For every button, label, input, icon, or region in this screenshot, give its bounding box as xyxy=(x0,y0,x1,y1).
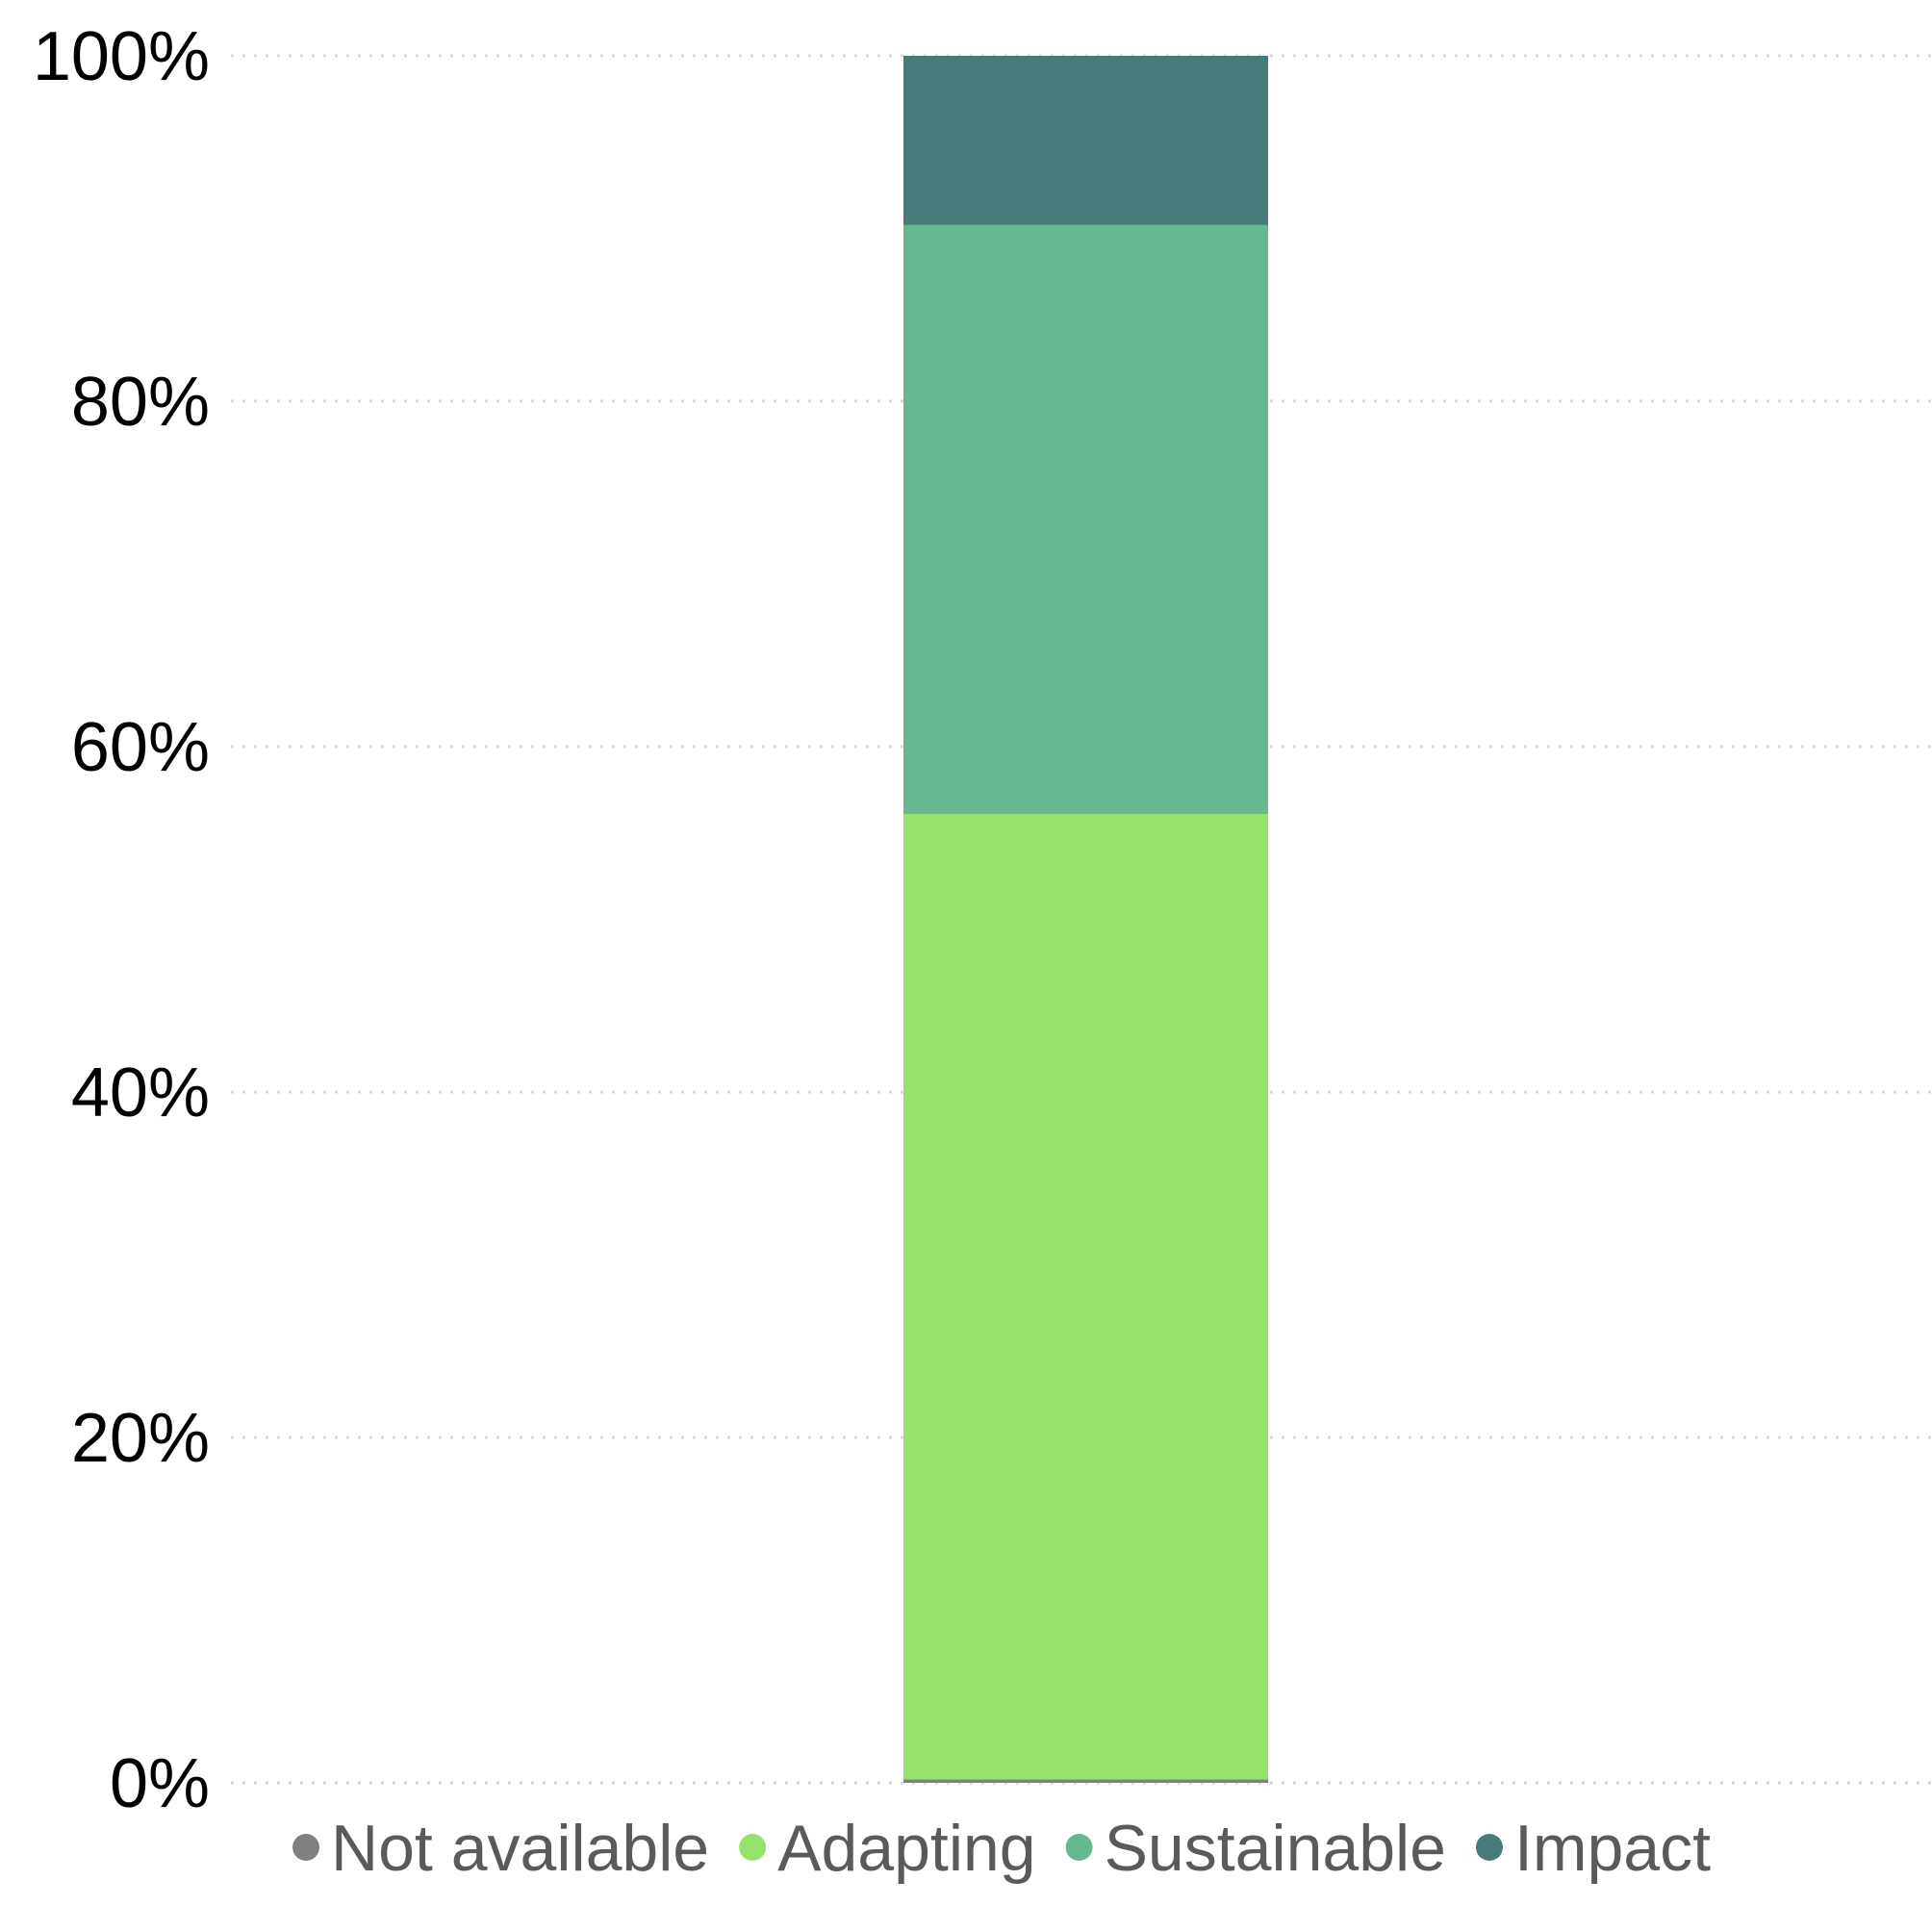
y-tick-label: 40% xyxy=(71,1055,210,1131)
bar-segments xyxy=(903,56,1268,1783)
legend-marker-not-available xyxy=(292,1834,319,1861)
y-tick-label: 0% xyxy=(110,1745,210,1822)
y-tick-label: 80% xyxy=(71,364,210,441)
legend-marker-sustainable xyxy=(1065,1834,1093,1861)
y-tick-label: 100% xyxy=(33,18,210,95)
legend-label-sustainable: Sustainable xyxy=(1105,1812,1446,1885)
legend-label-impact: Impact xyxy=(1514,1812,1711,1885)
legend-marker-adapting xyxy=(739,1834,767,1861)
y-tick-label: 20% xyxy=(71,1400,210,1477)
bar-segment-sustainable xyxy=(903,224,1268,815)
legend-label-not-available: Not available xyxy=(331,1812,709,1885)
bar-segment-adapting xyxy=(903,814,1268,1780)
legend: Not available Adapting Sustainable Impact xyxy=(292,1812,1711,1885)
y-tick-label: 60% xyxy=(71,709,210,786)
bar-segment-not-available xyxy=(903,1779,1268,1783)
y-axis-ticks: 0% 20% 40% 60% 80% 100% xyxy=(33,18,210,1822)
legend-label-adapting: Adapting xyxy=(777,1812,1035,1885)
legend-marker-impact xyxy=(1475,1834,1503,1861)
bar-segment-impact xyxy=(903,56,1268,225)
